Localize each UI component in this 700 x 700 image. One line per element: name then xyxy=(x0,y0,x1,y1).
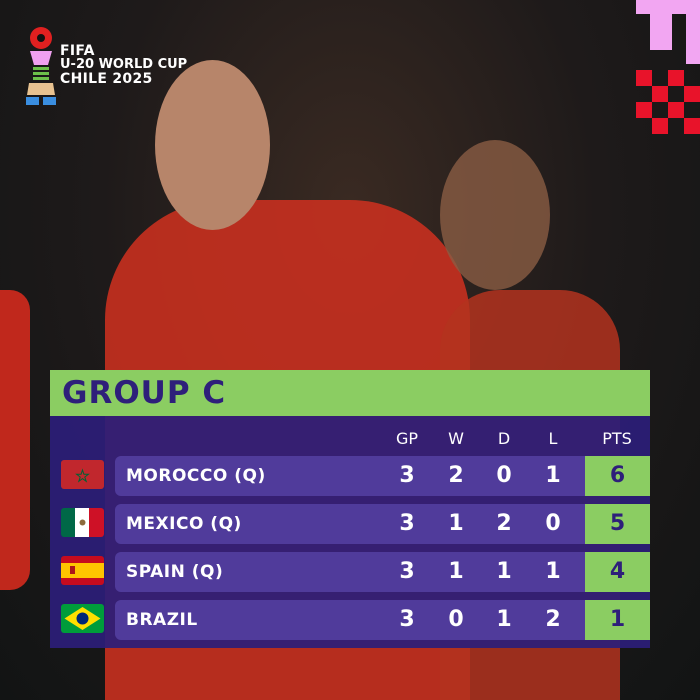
gp-value: 3 xyxy=(399,559,415,584)
team-name: MEXICO (Q) xyxy=(126,514,242,534)
pts-value: 5 xyxy=(585,504,650,544)
d-value: 1 xyxy=(496,607,512,632)
column-d: D xyxy=(497,429,511,448)
logo-tournament: U-20 WORLD CUP xyxy=(60,57,188,72)
w-value: 1 xyxy=(448,559,464,584)
table-row: BRAZIL 3 0 1 2 1 xyxy=(50,600,650,640)
pts-value: 6 xyxy=(585,456,650,496)
team-name: BRAZIL xyxy=(126,610,198,630)
mexico-flag-icon xyxy=(61,508,104,537)
l-value: 1 xyxy=(545,559,561,584)
logo-host: CHILE 2025 xyxy=(60,71,153,87)
column-pts: PTS xyxy=(602,429,632,448)
gp-value: 3 xyxy=(399,463,415,488)
w-value: 2 xyxy=(448,463,464,488)
pts-value: 1 xyxy=(585,600,650,640)
l-value: 2 xyxy=(545,607,561,632)
brand-mark-icon xyxy=(636,0,700,134)
table-row: MOROCCO (Q) 3 2 0 1 6 xyxy=(50,456,650,496)
row-bar xyxy=(115,600,585,640)
table-row: SPAIN (Q) 3 1 1 1 4 xyxy=(50,552,650,592)
standings-body: GP W D L PTS MOROCCO (Q) 3 2 0 1 6 MEXIC… xyxy=(50,416,650,648)
team-name: MOROCCO (Q) xyxy=(126,466,266,486)
logo-fifa: FIFA xyxy=(60,43,95,59)
player-2 xyxy=(440,140,550,290)
player-left-shirt xyxy=(0,290,30,590)
team-name: SPAIN (Q) xyxy=(126,562,224,582)
spain-flag-icon xyxy=(61,556,104,585)
l-value: 1 xyxy=(545,463,561,488)
row-bar xyxy=(115,504,585,544)
l-value: 0 xyxy=(545,511,561,536)
brazil-flag-icon xyxy=(61,604,104,633)
world-cup-trophy-logo xyxy=(26,27,56,105)
morocco-flag-icon xyxy=(61,460,104,489)
group-standings-table: GROUP C GP W D L PTS MOROCCO (Q) 3 2 0 1… xyxy=(50,370,650,648)
w-value: 0 xyxy=(448,607,464,632)
group-title: GROUP C xyxy=(50,370,650,416)
column-l: L xyxy=(548,429,558,448)
row-bar xyxy=(115,552,585,592)
d-value: 0 xyxy=(496,463,512,488)
table-row: MEXICO (Q) 3 1 2 0 5 xyxy=(50,504,650,544)
gp-value: 3 xyxy=(399,511,415,536)
d-value: 1 xyxy=(496,559,512,584)
gp-value: 3 xyxy=(399,607,415,632)
column-w: W xyxy=(448,429,464,448)
tournament-logo-text: FIFA U-20 WORLD CUP CHILE 2025 xyxy=(60,44,187,86)
column-gp: GP xyxy=(395,429,419,448)
w-value: 1 xyxy=(448,511,464,536)
player-head xyxy=(155,60,270,230)
pts-value: 4 xyxy=(585,552,650,592)
row-bar xyxy=(115,456,585,496)
d-value: 2 xyxy=(496,511,512,536)
